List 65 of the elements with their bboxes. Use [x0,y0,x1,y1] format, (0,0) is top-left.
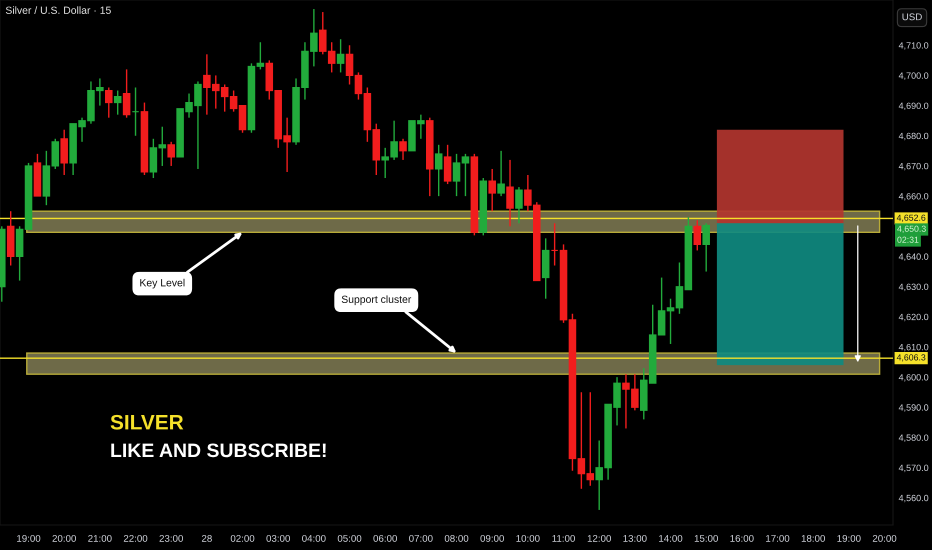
y-tick-label: 4,640.0 [898,253,928,261]
y-tick-label: 4,620.0 [898,314,928,322]
candlestick [122,68,130,118]
candlestick [506,159,514,227]
candlestick [488,168,496,212]
candlestick [694,220,702,252]
x-tick-label: 05:00 [338,534,362,542]
candlestick [497,150,505,197]
x-tick-label: 28 [202,534,212,542]
x-tick-label: 06:00 [373,534,397,542]
candlestick [702,222,710,272]
candlestick [399,138,407,161]
x-tick-label: 10:00 [516,534,540,542]
candlestick [515,186,523,224]
y-tick-label: 4,670.0 [898,162,928,170]
x-tick-label: 16:00 [730,534,754,542]
y-tick-label: 4,580.0 [898,434,928,442]
x-tick-label: 07:00 [409,534,433,542]
y-tick-label: 4,590.0 [898,404,928,412]
x-tick-label: 19:00 [17,534,40,542]
y-tick-label: 4,680.0 [898,132,928,140]
x-tick-label: 13:00 [623,534,647,542]
candlestick [114,90,122,116]
candlestick [550,222,558,266]
x-tick-label: 21:00 [88,534,112,542]
annotation: SILVER [110,414,184,430]
y-tick-label: 4,690.0 [898,102,928,110]
y-tick-label: 4,610.0 [898,344,928,352]
x-tick-label: 20:00 [52,534,76,542]
annotation: Support cluster [342,295,412,306]
x-tick-label: 08:00 [444,534,468,542]
ref-line-label: 4,606.3 [896,354,926,362]
y-axis-title: USD [902,13,922,20]
y-tick-label: 4,600.0 [898,374,928,382]
y-tick-label: 4,700.0 [898,72,928,80]
x-tick-label: 22:00 [124,534,148,542]
x-tick-label: 19:00 [837,534,861,542]
x-tick-label: 23:00 [160,534,183,542]
x-tick-label: 09:00 [480,534,504,542]
annotation: LIKE AND SUBSCRIBE! [111,443,326,458]
y-tick-label: 4,660.0 [898,193,928,201]
candlestick [132,86,140,136]
annotation: Key Level [140,278,184,288]
y-tick-label: 4,710.0 [898,42,928,50]
x-tick-label: 17:00 [766,534,790,542]
text: 4,650.3 [897,226,926,233]
candlestick [434,144,442,197]
x-tick-label: 03:00 [266,534,290,542]
ref-line-label: 4,652.6 [896,214,926,222]
x-tick-label: 12:00 [588,534,611,542]
x-tick-label: 18:00 [802,534,825,542]
candlestick [336,38,344,74]
text: 02:31 [897,236,918,243]
y-tick-label: 4,630.0 [898,284,928,292]
candlestick [167,141,175,167]
x-tick-label: 14:00 [659,534,682,542]
x-tick-label: 02:00 [230,534,254,542]
chart-title: Silver / U.S. Dollar · 15 [6,6,111,14]
candlestick [105,86,113,118]
x-tick-label: 11:00 [552,534,575,542]
x-tick-label: 15:00 [694,534,718,542]
y-tick-label: 4,560.0 [898,494,928,502]
x-tick-label: 04:00 [302,534,326,542]
y-tick-label: 4,570.0 [898,464,928,472]
x-tick-label: 20:00 [872,534,896,542]
